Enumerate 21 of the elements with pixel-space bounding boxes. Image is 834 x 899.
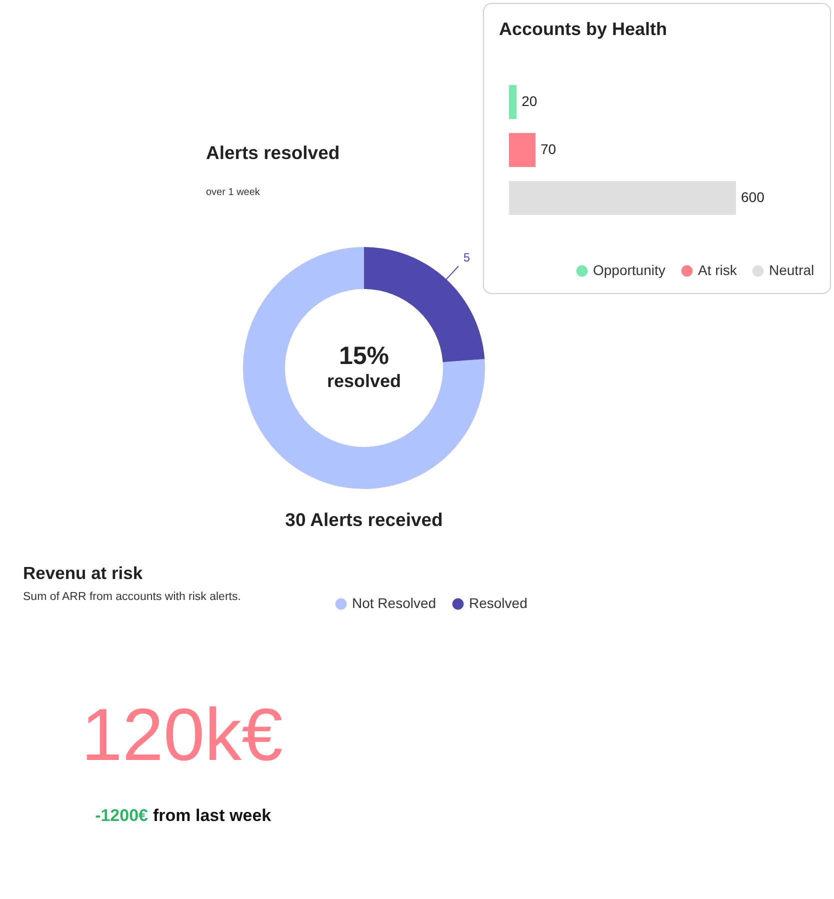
text: Revenu at risk bbox=[23, 563, 143, 583]
legend-label: At risk bbox=[698, 262, 738, 278]
chart-title: Alerts resolved bbox=[206, 142, 340, 163]
text: 15% bbox=[338, 342, 390, 370]
legend-label: Neutral bbox=[769, 262, 814, 278]
legend-label: Resolved bbox=[469, 595, 528, 611]
data-label: 5 bbox=[463, 250, 470, 264]
text: Sum of ARR from accounts with risk alerts. bbox=[23, 591, 241, 603]
text: resolved bbox=[326, 371, 402, 391]
chart-title: Accounts by Health bbox=[499, 19, 668, 39]
legend-label: Not Resolved bbox=[352, 595, 436, 611]
donut-slice bbox=[243, 247, 485, 489]
data-label: 20 bbox=[522, 93, 538, 109]
text: from last week bbox=[153, 806, 272, 825]
chart-subtitle: over 1 week bbox=[206, 187, 261, 198]
data-label: 70 bbox=[540, 141, 556, 157]
text: -1200€ bbox=[95, 806, 149, 825]
text: 30 Alerts received bbox=[285, 509, 443, 530]
text: 120k€ bbox=[81, 693, 283, 776]
data-label: 600 bbox=[741, 189, 765, 205]
legend-label: Opportunity bbox=[593, 262, 666, 278]
